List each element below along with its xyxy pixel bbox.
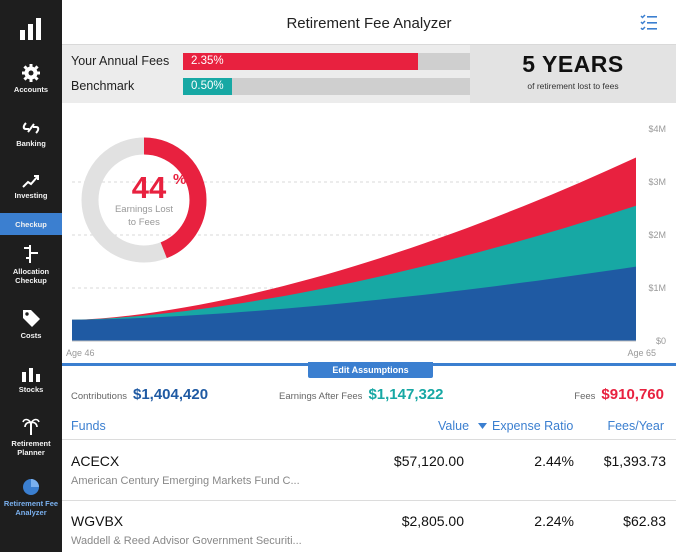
years-lost-value: 5 YEARS [522,51,624,77]
annual-fees-row: Your Annual Fees 2.35% [71,52,470,70]
fee-comparison-panel: Your Annual Fees 2.35% Benchmark 0.50% 5… [62,45,676,103]
column-value[interactable]: Value [438,419,470,433]
sidebar-item-label: Costs [20,331,42,340]
fund-fees-year: $1,393.73 [603,453,666,469]
fund-expense-ratio: 2.44% [534,453,574,469]
earnings-label: Earnings After Fees [279,391,363,402]
y-tick: $3M [648,177,666,187]
x-tick-end: Age 65 [627,348,656,358]
fees-total: Fees $910,760 [574,386,664,403]
sidebar-item-label: Allocation Checkup [12,267,50,285]
earnings-total: Earnings After Fees $1,147,322 [279,386,444,403]
sidebar-item-label: Investing [14,191,48,200]
annual-fees-bar: 2.35% [183,52,419,70]
allocation-icon [24,245,38,263]
bar-chart-icon [20,18,41,40]
y-tick: $2M [648,230,666,240]
annual-fees-track: 2.35% [183,52,470,70]
sort-down-icon[interactable] [478,423,487,429]
fees-label: Fees [574,391,596,402]
earnings-value: $1,147,322 [368,386,444,403]
donut-label-line2: to Fees [128,217,160,228]
contributions-label: Contributions [71,391,127,402]
contributions-total: Contributions $1,404,420 [71,386,208,403]
fees-value: $910,760 [601,386,664,403]
donut-label-line1: Earnings Lost [115,204,173,215]
table-row[interactable]: WGVBX Waddell & Reed Advisor Government … [62,501,676,552]
annual-fees-value: 2.35% [191,54,224,67]
fund-ticker: ACECX [71,453,120,469]
totals-row: Contributions $1,404,420 Earnings After … [62,380,676,410]
years-lost-box: 5 YEARS of retirement lost to fees [470,45,676,103]
fund-name: Waddell & Reed Advisor Government Securi… [71,535,302,547]
tag-icon [23,310,40,327]
pie-icon [23,479,39,495]
sidebar-item-costs[interactable]: Costs [0,308,62,340]
edit-assumptions-button[interactable]: Edit Assumptions [308,362,433,378]
sidebar-item-label: Retirement Fee Analyzer [3,499,59,517]
fund-expense-ratio: 2.24% [534,513,574,529]
benchmark-bar: 0.50% [183,77,232,95]
sidebar-item-label: Stocks [18,385,44,394]
trend-chart-icon [22,175,39,188]
sidebar-item-label: Checkup [15,219,47,229]
fund-name: American Century Emerging Markets Fund C… [71,475,300,487]
fund-fees-year: $62.83 [623,513,666,529]
checklist-icon[interactable] [640,14,658,30]
fund-ticker: WGVBX [71,513,124,529]
benchmark-value: 0.50% [191,79,224,92]
gear-icon [22,64,40,82]
fund-value: $2,805.00 [401,513,464,529]
header: Retirement Fee Analyzer [62,0,676,45]
sidebar-item-banking[interactable]: Banking [0,120,62,148]
link-icon [22,122,40,134]
sidebar-item-label: Banking [16,139,46,148]
page-title: Retirement Fee Analyzer [286,15,452,32]
sidebar-item-allocation-checkup[interactable]: Allocation Checkup [0,244,62,285]
x-tick-start: Age 46 [66,348,95,358]
years-lost-caption: of retirement lost to fees [527,81,619,91]
column-funds[interactable]: Funds [71,419,106,433]
sidebar-item-checkup[interactable]: Checkup [0,213,62,235]
fund-value: $57,120.00 [393,453,464,469]
annual-fees-label: Your Annual Fees [71,54,170,68]
funds-table-header: Funds Value Expense Ratio Fees/Year [62,412,676,440]
donut-arc [81,137,207,263]
sidebar-item-accounts[interactable]: Accounts [0,64,62,94]
sidebar-item-retirement-fee-analyzer[interactable]: Retirement Fee Analyzer [0,478,62,517]
sidebar: Accounts Banking Investing Checkup [0,0,62,552]
sidebar-item-stocks[interactable]: Stocks [0,366,62,394]
table-row[interactable]: ACECX American Century Emerging Markets … [62,441,676,501]
stocks-icon [22,368,40,382]
y-tick: $1M [648,283,666,293]
sidebar-item-overview[interactable] [0,18,62,40]
sidebar-item-label: Accounts [13,85,49,94]
benchmark-label: Benchmark [71,79,135,93]
column-fees-year[interactable]: Fees/Year [607,419,664,433]
y-tick: $4M [648,124,666,134]
sidebar-item-label: Retirement Planner [11,439,51,457]
donut-percent: 44 [132,170,167,205]
series-area-contributions [72,266,636,341]
benchmark-track: 0.50% [183,77,470,95]
column-expense-ratio[interactable]: Expense Ratio [492,419,574,433]
sidebar-item-retirement-planner[interactable]: Retirement Planner [0,416,62,457]
earnings-lost-donut: 44 % Earnings Lost to Fees [81,137,207,263]
contributions-value: $1,404,420 [132,386,209,403]
growth-area-chart: Age 46 Age 65 $0 $1M $2M $3M $4M 44 % Ea… [66,124,666,358]
palm-tree-icon [22,418,40,435]
y-tick: $0 [656,336,666,346]
donut-percent-sign: % [173,171,186,188]
benchmark-row: Benchmark 0.50% [71,77,470,95]
sidebar-item-investing[interactable]: Investing [0,174,62,200]
